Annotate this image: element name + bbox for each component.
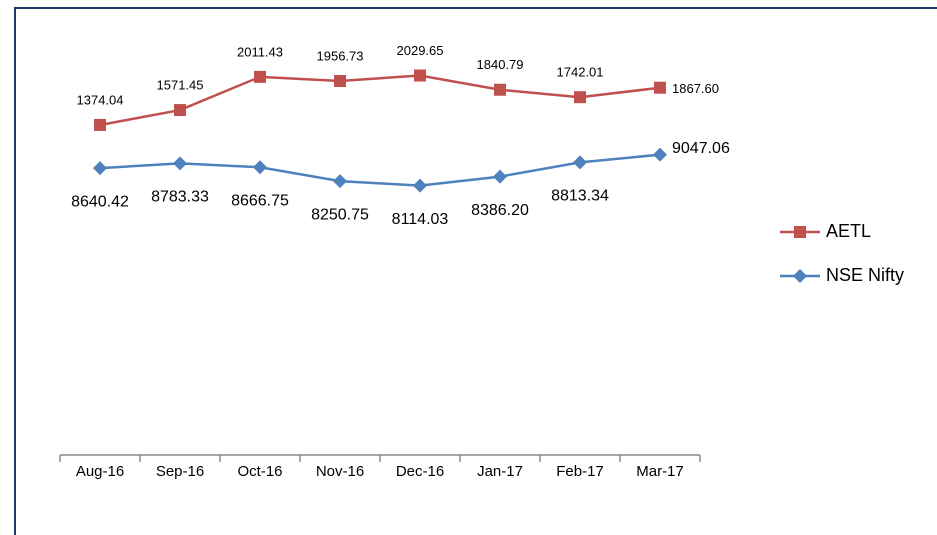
- data-label: 8783.33: [151, 189, 209, 206]
- marker: [93, 161, 107, 176]
- x-tick-label: Feb-17: [556, 463, 604, 480]
- marker: [254, 70, 266, 83]
- marker: [574, 91, 586, 104]
- marker: [494, 83, 506, 96]
- line: [99, 74, 661, 127]
- x-tick-label: Sep-16: [156, 463, 204, 480]
- marker: [493, 169, 507, 184]
- legend-label: AETL: [826, 221, 871, 241]
- marker: [793, 269, 807, 283]
- x-tick-label: Nov-16: [316, 463, 364, 480]
- data-label: 8250.75: [311, 206, 369, 223]
- data-label: 1571.45: [157, 78, 204, 93]
- marker: [333, 174, 347, 189]
- data-label: 2029.65: [397, 43, 444, 58]
- x-tick-label: Jan-17: [477, 463, 523, 480]
- legend-label: NSE Nifty: [826, 265, 904, 285]
- data-label: 8640.42: [71, 193, 129, 210]
- data-label: 2011.43: [237, 44, 283, 59]
- x-tick-label: Oct-16: [237, 463, 282, 480]
- x-tick-label: Dec-16: [396, 463, 444, 480]
- data-label: 8114.03: [392, 211, 449, 228]
- data-label: 1374.04: [77, 92, 124, 107]
- data-label: 8666.75: [231, 192, 289, 209]
- data-label: 9047.06: [672, 140, 730, 157]
- data-label: 1956.73: [317, 48, 364, 63]
- marker: [414, 69, 426, 82]
- marker: [413, 178, 427, 193]
- x-tick-label: Aug-16: [76, 463, 124, 480]
- marker: [94, 118, 106, 131]
- marker: [653, 147, 667, 162]
- data-label: 8386.20: [471, 202, 529, 219]
- data-label: 1867.60: [672, 81, 719, 96]
- data-label: 8813.34: [551, 188, 609, 205]
- data-label: 1840.79: [477, 57, 524, 72]
- data-label: 1742.01: [557, 65, 604, 80]
- frame: [14, 7, 937, 535]
- marker: [173, 156, 187, 171]
- marker: [334, 74, 346, 87]
- marker: [794, 226, 806, 238]
- marker: [654, 81, 666, 94]
- line: [99, 153, 661, 187]
- marker: [573, 155, 587, 170]
- marker: [174, 104, 186, 117]
- x-tick-label: Mar-17: [636, 463, 684, 480]
- marker: [253, 160, 267, 175]
